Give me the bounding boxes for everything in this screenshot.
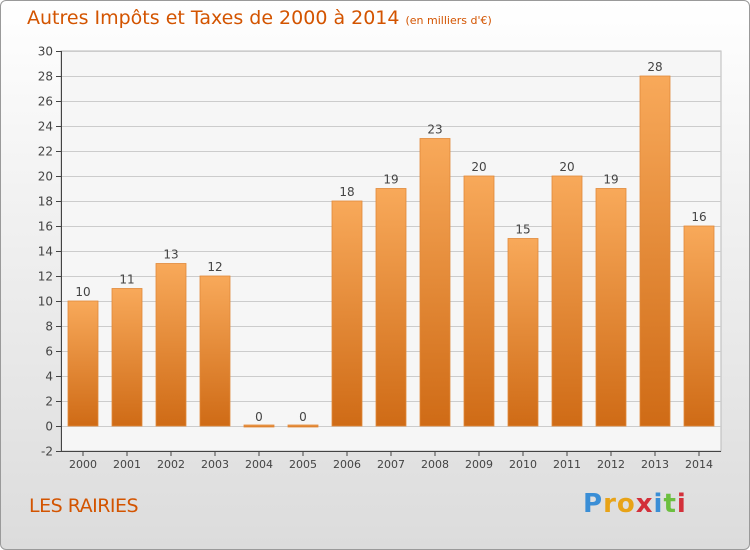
bar-2007 <box>375 188 407 427</box>
bar-2006 <box>331 200 363 427</box>
data-label-2011: 20 <box>559 160 574 174</box>
x-tick-label-2011: 2011 <box>553 458 581 471</box>
y-tick-label: 4 <box>45 370 53 384</box>
y-tick-label: 20 <box>38 170 53 184</box>
x-tick-label-2004: 2004 <box>245 458 273 471</box>
data-label-2012: 19 <box>603 173 618 187</box>
data-label-2002: 13 <box>163 248 178 262</box>
brand-logo-letter: P <box>583 489 604 519</box>
x-tick-label-2013: 2013 <box>641 458 669 471</box>
data-label-2004: 0 <box>255 410 263 424</box>
x-tick-label-2000: 2000 <box>69 458 97 471</box>
bar-2008 <box>419 138 451 427</box>
y-tick-label: 8 <box>45 320 53 334</box>
x-tick-label-2006: 2006 <box>333 458 361 471</box>
brand-logo-letter: r <box>603 489 617 519</box>
data-label-2005: 0 <box>299 410 307 424</box>
brand-logo: Proxiti <box>583 489 687 519</box>
bar-2014 <box>683 225 715 427</box>
data-label-2010: 15 <box>515 223 530 237</box>
y-tick-label: 0 <box>45 420 53 434</box>
chart-subtitle: (en milliers d'€) <box>405 14 492 27</box>
y-tick-label: 18 <box>38 195 53 209</box>
x-tick-label-2014: 2014 <box>685 458 713 471</box>
brand-logo-letter: i <box>676 489 687 519</box>
y-tick-label: 14 <box>38 245 53 259</box>
bar-2004 <box>243 424 275 428</box>
x-tick-label-2010: 2010 <box>509 458 537 471</box>
brand-logo-letter: t <box>663 489 677 519</box>
y-tick-label: 26 <box>38 95 53 109</box>
y-tick-label: 6 <box>45 345 53 359</box>
y-tick-label: 22 <box>38 145 53 159</box>
data-label-2000: 10 <box>75 285 90 299</box>
y-tick-label: 28 <box>38 70 53 84</box>
place-name: LES RAIRIES <box>29 495 139 517</box>
bar-2012 <box>595 188 627 427</box>
data-label-2008: 23 <box>427 123 442 137</box>
data-label-2003: 12 <box>207 260 222 274</box>
y-tick-label: 12 <box>38 270 53 284</box>
data-label-2007: 19 <box>383 173 398 187</box>
x-tick-label-2007: 2007 <box>377 458 405 471</box>
y-tick-label: 2 <box>45 395 53 409</box>
x-tick-label-2003: 2003 <box>201 458 229 471</box>
brand-logo-letter: o <box>616 489 636 519</box>
y-tick-label: 30 <box>38 45 53 59</box>
bars: 10 11 13 12 0 0 18 19 23 20 15 20 19 28 16 <box>67 60 715 428</box>
bar-2005 <box>287 424 319 428</box>
x-axis-ticks: 2000 2001 2002 2003 2004 2005 2006 2007 2008 2009… <box>61 451 721 471</box>
bar-2010 <box>507 238 539 427</box>
brand-logo-letter: x <box>635 489 654 519</box>
bar-2009 <box>463 175 495 427</box>
y-tick-label: -2 <box>41 445 53 459</box>
x-tick-label-2005: 2005 <box>289 458 317 471</box>
chart-title: Autres Impôts et Taxes de 2000 à 2014 <box>27 7 400 29</box>
y-tick-label: 24 <box>38 120 53 134</box>
y-tick-label: 16 <box>38 220 53 234</box>
x-tick-label-2002: 2002 <box>157 458 185 471</box>
x-tick-label-2008: 2008 <box>421 458 449 471</box>
bar-2013 <box>639 75 671 427</box>
data-label-2013: 28 <box>647 60 662 74</box>
bar-2003 <box>199 275 231 427</box>
brand-logo-letter: i <box>653 489 664 519</box>
bar-2000 <box>67 300 99 427</box>
data-label-2001: 11 <box>119 273 134 287</box>
x-tick-label-2012: 2012 <box>597 458 625 471</box>
bar-2002 <box>155 263 187 427</box>
title-block: Autres Impôts et Taxes de 2000 à 2014 (en… <box>27 7 492 29</box>
data-label-2006: 18 <box>339 185 354 199</box>
bar-2001 <box>111 288 143 427</box>
y-tick-label: 10 <box>38 295 53 309</box>
data-label-2009: 20 <box>471 160 486 174</box>
x-tick-label-2009: 2009 <box>465 458 493 471</box>
x-tick-label-2001: 2001 <box>113 458 141 471</box>
data-label-2014: 16 <box>691 210 706 224</box>
bar-2011 <box>551 175 583 427</box>
